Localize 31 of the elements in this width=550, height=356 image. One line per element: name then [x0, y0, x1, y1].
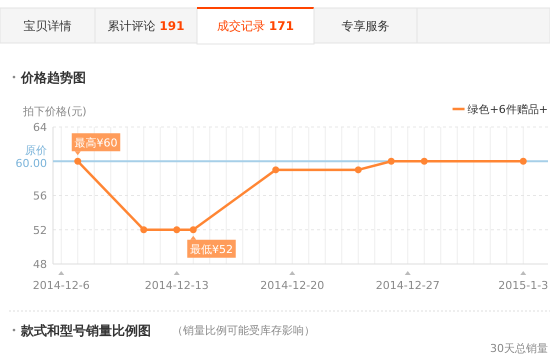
point: [272, 166, 280, 174]
annotation: 最低¥52: [190, 242, 233, 256]
point: [173, 226, 180, 234]
y-tick-label: 48: [33, 258, 47, 271]
point: [190, 226, 197, 234]
chart-title: 价格趋势图: [20, 70, 86, 86]
x-tick-label: 2015-1-3: [498, 279, 548, 292]
point: [74, 158, 82, 165]
y-tick-label: 52: [33, 224, 47, 237]
point: [388, 158, 395, 165]
text: 成交记录 171: [217, 19, 294, 33]
text: 专享服务: [342, 19, 390, 33]
text: 款式和型号销量比例图: [20, 323, 151, 339]
point: [354, 166, 362, 174]
text: （销量比例可能受库存影响）: [172, 324, 315, 337]
text: 宝贝详情: [24, 19, 72, 33]
point: [140, 226, 148, 234]
x-tick-label: 2014-12-13: [144, 279, 209, 292]
text: 30天总销量: [490, 342, 548, 355]
y-tick-label: 56: [33, 190, 47, 202]
legend-label: 绿色+6件赠品+: [468, 103, 548, 116]
x-tick-label: 2014-12-27: [376, 279, 440, 292]
point: [420, 158, 428, 165]
y-axis-title: 拍下价格(元): [22, 105, 87, 118]
text: 累计评论 191: [108, 19, 184, 33]
x-tick-label: 2014-12-6: [32, 279, 90, 292]
ref-line-label: 原价 60.00: [16, 144, 47, 170]
y-tick-label: 64: [33, 121, 47, 134]
x-tick-label: 2014-12-20: [260, 279, 324, 292]
point: [520, 158, 527, 165]
annotation: 最高¥60: [74, 136, 118, 150]
